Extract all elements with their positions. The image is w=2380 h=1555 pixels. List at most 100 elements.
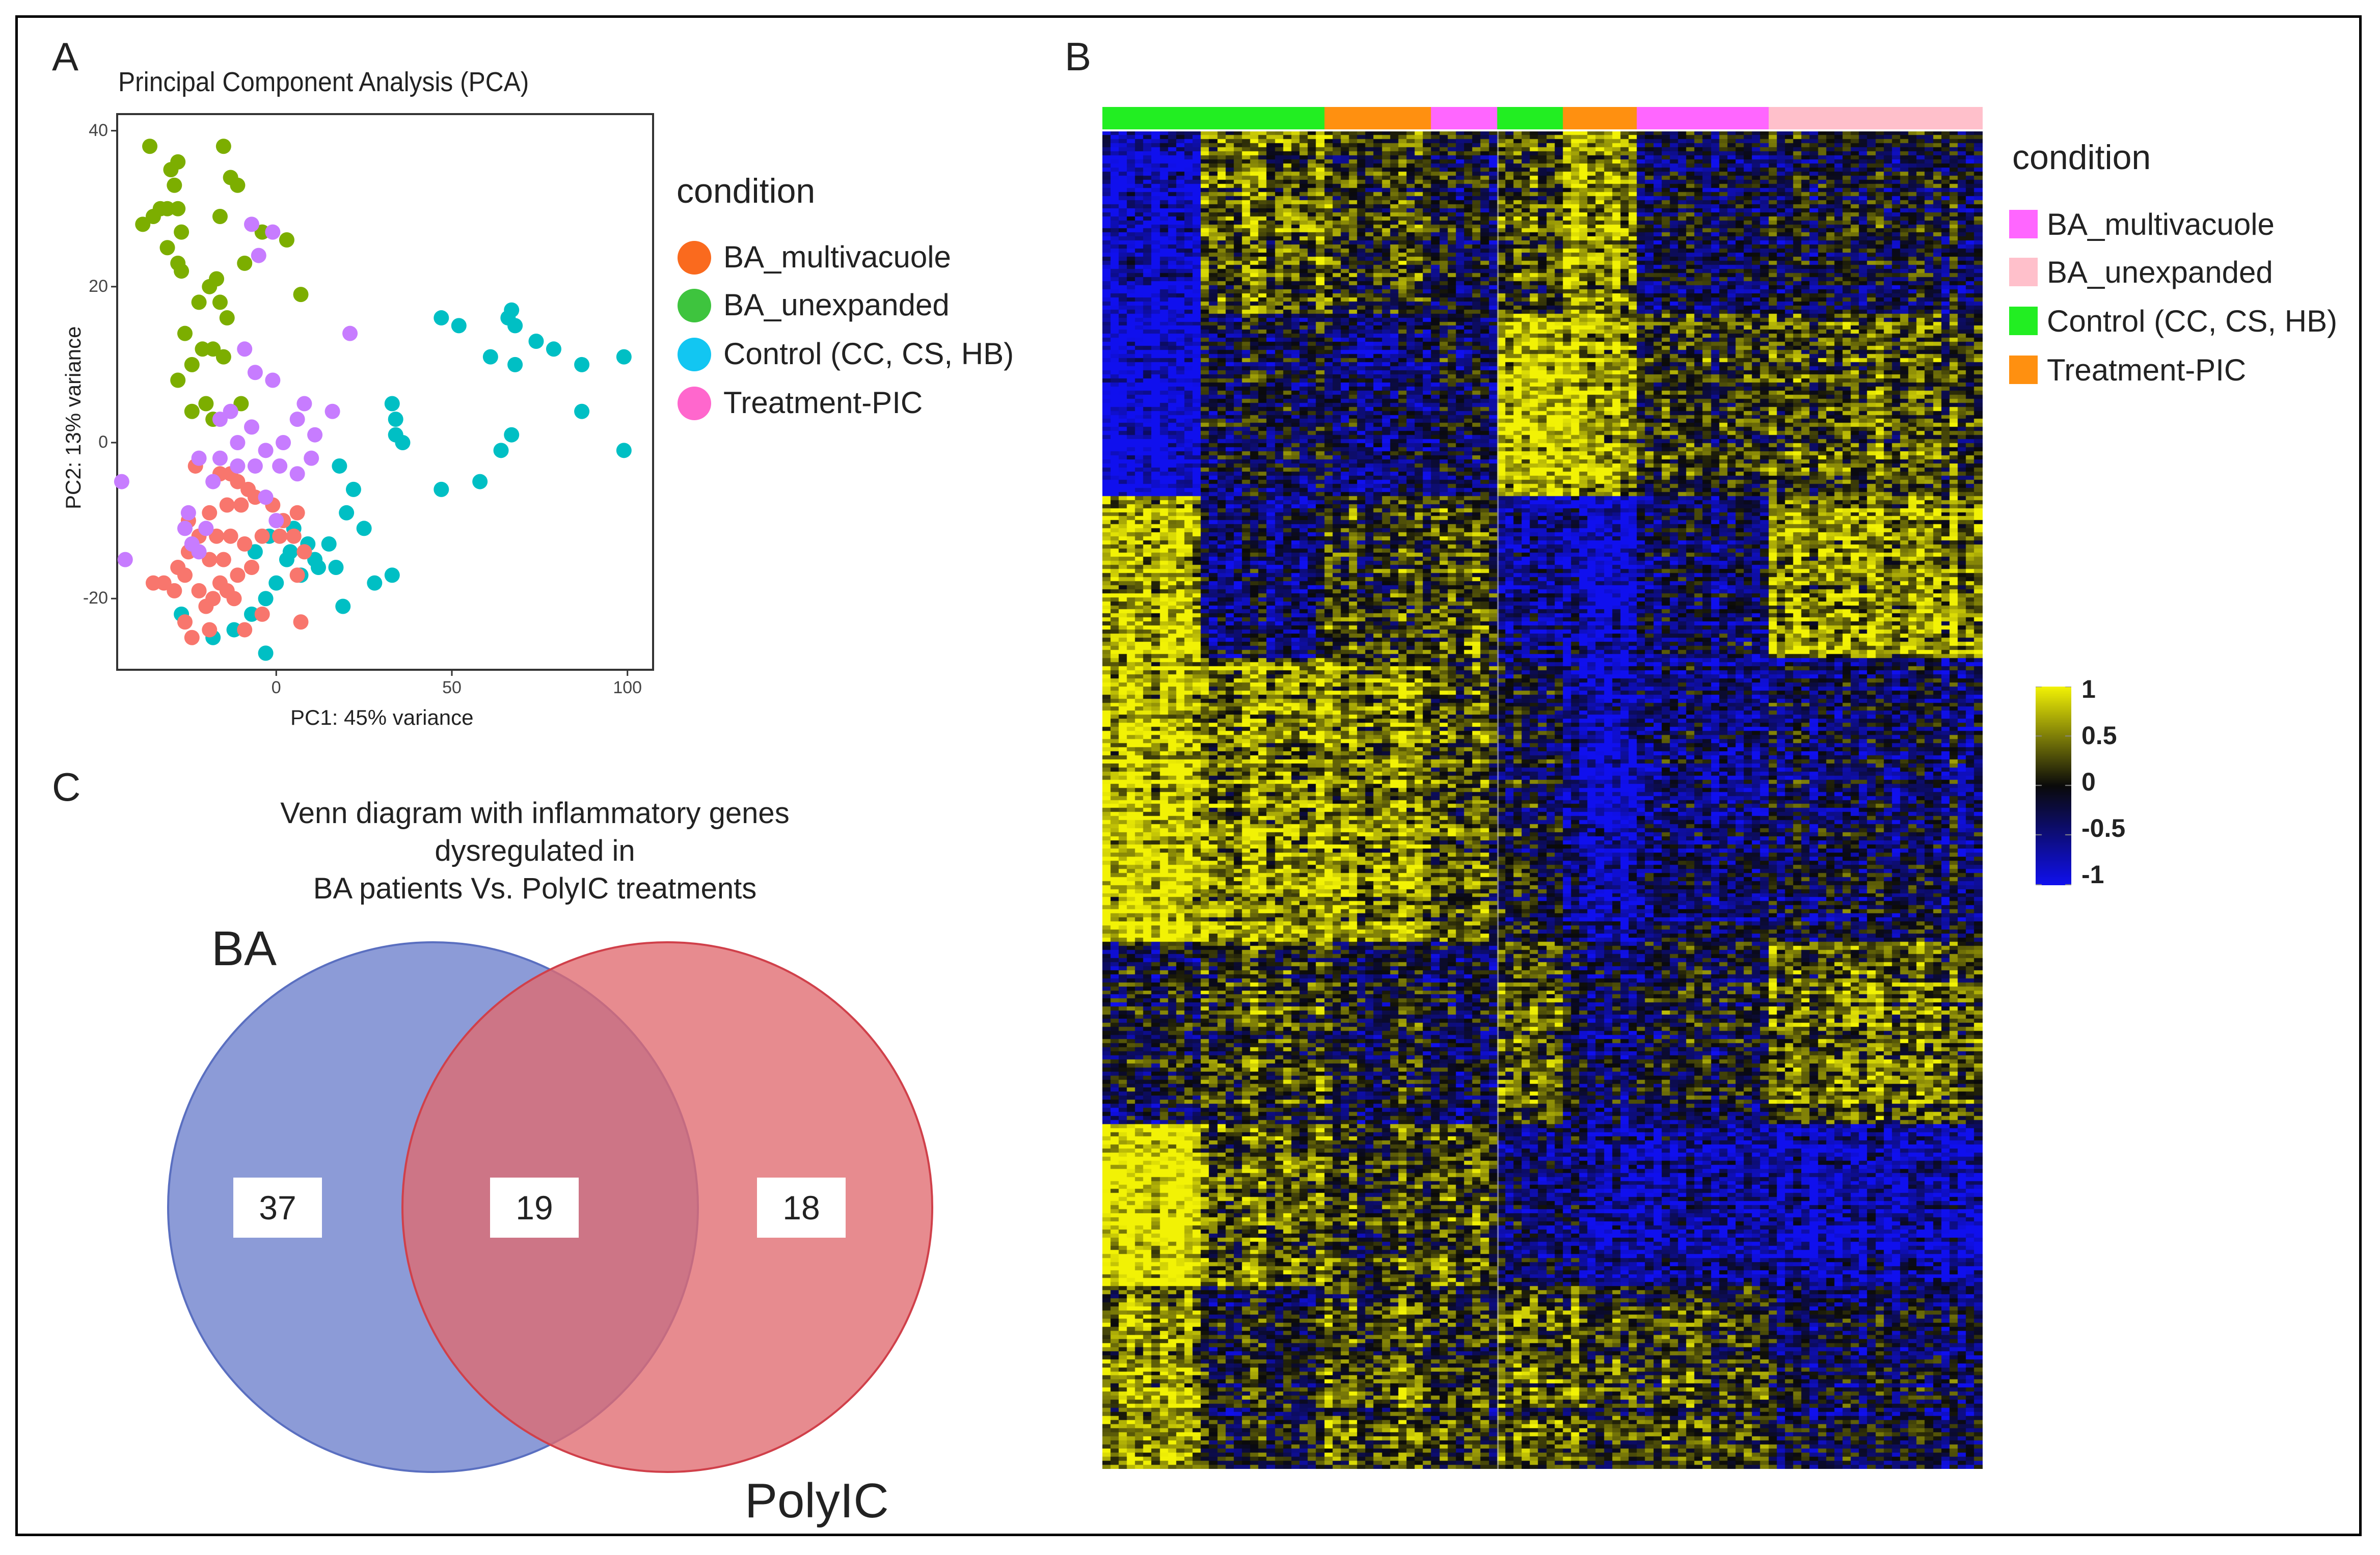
panel-label-b: B	[1065, 34, 1092, 79]
pca-legend-swatch-control	[678, 338, 711, 371]
pca-point-control-cc-cs-hb-40	[244, 606, 259, 622]
pca-point-control-cc-cs-hb-7	[482, 349, 498, 365]
colorbar-tick-neg-1: -1	[2081, 860, 2104, 889]
pca-point-control-cc-cs-hb-0	[434, 310, 449, 326]
pca-point-ba-unexpanded-13	[177, 325, 193, 341]
pca-point-control-cc-cs-hb-4	[507, 318, 523, 334]
pca-point-ba-unexpanded-6	[167, 177, 182, 193]
pca-point-ba-unexpanded-31	[254, 224, 270, 240]
pca-point-treatment-pic-26	[198, 521, 214, 536]
pca-point-ba-unexpanded-14	[170, 372, 186, 388]
venn-title-line-1: Venn diagram with inflammatory genes	[280, 797, 790, 830]
pca-point-ba-unexpanded-1	[135, 216, 151, 232]
pca-point-treatment-pic-33	[258, 489, 274, 505]
pca-point-ba-multivacuole-33	[296, 544, 312, 560]
pca-point-treatment-pic-3	[342, 325, 358, 341]
pca-point-ba-unexpanded-25	[184, 403, 200, 419]
heatmap-matrix	[1102, 131, 1983, 1469]
colorbar-tick-1: 1	[2081, 675, 2096, 703]
pca-point-ba-unexpanded-23	[215, 349, 231, 365]
pca-point-treatment-pic-14	[258, 443, 274, 458]
pca-x-axis-title: PC1: 45% variance	[290, 705, 474, 729]
pca-point-control-cc-cs-hb-24	[356, 521, 372, 536]
heatmap-column-annotation	[1102, 107, 1983, 129]
heatmap-legend-control: Control (CC, CS, HB)	[2047, 304, 2338, 338]
pca-point-ba-unexpanded-35	[233, 396, 249, 412]
pca-point-treatment-pic-24	[230, 458, 246, 474]
venn-title-line-3: BA patients Vs. PolyIC treatments	[313, 872, 757, 905]
panel-label-c: C	[52, 765, 81, 809]
pca-point-treatment-pic-0	[244, 216, 259, 232]
pca-point-treatment-pic-5	[265, 372, 281, 388]
pca-point-ba-multivacuole-37	[184, 630, 200, 645]
pca-point-control-cc-cs-hb-14	[388, 427, 403, 443]
venn-intersection-count: 19	[490, 1178, 579, 1238]
pca-point-treatment-pic-2	[265, 224, 281, 240]
pca-point-ba-unexpanded-17	[195, 341, 210, 357]
pca-point-control-cc-cs-hb-12	[388, 412, 403, 427]
pca-point-treatment-pic-12	[230, 435, 246, 451]
pca-point-control-cc-cs-hb-39	[258, 591, 274, 607]
pca-legend-swatch-treatment	[678, 387, 711, 420]
pca-point-ba-unexpanded-24	[198, 396, 214, 412]
heatmap-legend-swatch-multivacuole	[2009, 210, 2038, 238]
pca-point-ba-multivacuole-5	[219, 497, 235, 513]
heatmap-legend-unexpanded: BA_unexpanded	[2047, 255, 2273, 289]
pca-point-ba-multivacuole-10	[209, 528, 225, 544]
pca-x-tick-100: 100	[613, 678, 642, 697]
pca-point-treatment-pic-32	[268, 513, 284, 529]
pca-point-control-cc-cs-hb-25	[384, 567, 400, 583]
pca-y-tick-40: 40	[89, 120, 108, 140]
pca-point-control-cc-cs-hb-41	[226, 622, 242, 638]
pca-point-treatment-pic-7	[223, 403, 238, 419]
pca-point-ba-unexpanded-5	[170, 154, 186, 170]
pca-point-ba-unexpanded-22	[205, 341, 221, 357]
pca-point-control-cc-cs-hb-9	[574, 357, 590, 372]
pca-point-control-cc-cs-hb-27	[321, 536, 337, 552]
pca-point-ba-unexpanded-30	[212, 209, 228, 225]
pca-point-ba-multivacuole-12	[247, 489, 263, 505]
pca-point-ba-multivacuole-43	[212, 575, 228, 591]
pca-point-ba-unexpanded-3	[145, 209, 161, 225]
venn-only-a-count: 37	[233, 1178, 322, 1238]
pca-point-ba-multivacuole-24	[167, 583, 182, 598]
pca-point-control-cc-cs-hb-44	[258, 645, 274, 661]
pca-x-tick-0: 0	[271, 678, 281, 697]
pca-point-treatment-pic-31	[117, 552, 133, 567]
pca-point-ba-multivacuole-34	[289, 567, 305, 583]
pca-point-treatment-pic-11	[212, 450, 228, 466]
pca-point-ba-multivacuole-32	[286, 528, 302, 544]
colorbar-tick-0: 0	[2081, 768, 2096, 796]
pca-point-ba-unexpanded-15	[184, 357, 200, 372]
pca-point-ba-multivacuole-22	[177, 567, 193, 583]
pca-point-ba-unexpanded-16	[191, 294, 207, 310]
pca-point-control-cc-cs-hb-23	[339, 505, 355, 521]
pca-point-control-cc-cs-hb-17	[472, 474, 488, 489]
pca-point-control-cc-cs-hb-42	[335, 598, 351, 614]
pca-point-treatment-pic-19	[324, 403, 340, 419]
pca-point-control-cc-cs-hb-16	[493, 443, 509, 458]
pca-point-ba-multivacuole-38	[198, 598, 214, 614]
pca-point-treatment-pic-30	[114, 474, 129, 489]
pca-point-treatment-pic-25	[180, 505, 196, 521]
pca-y-tick-20: 20	[89, 276, 108, 296]
pca-title: Principal Component Analysis (PCA)	[118, 67, 529, 97]
pca-point-ba-multivacuole-7	[202, 505, 218, 521]
venn-only-b-count: 18	[757, 1178, 846, 1238]
pca-point-control-cc-cs-hb-36	[247, 544, 263, 560]
pca-point-control-cc-cs-hb-15	[504, 427, 520, 443]
pca-point-control-cc-cs-hb-6	[546, 341, 561, 357]
pca-point-control-cc-cs-hb-19	[574, 403, 590, 419]
pca-point-ba-multivacuole-14	[289, 505, 305, 521]
pca-point-ba-unexpanded-0	[142, 139, 158, 154]
pca-x-tick-50: 50	[442, 678, 462, 697]
pca-point-treatment-pic-21	[289, 466, 305, 482]
pca-point-ba-unexpanded-7	[159, 201, 175, 216]
pca-point-control-cc-cs-hb-1	[451, 318, 467, 334]
pca-legend-swatch-unexpanded	[678, 289, 711, 322]
pca-point-treatment-pic-4	[237, 341, 253, 357]
heatmap-legend-swatch-treatment	[2009, 356, 2038, 384]
pca-point-ba-unexpanded-20	[212, 294, 228, 310]
pca-point-ba-multivacuole-17	[237, 536, 253, 552]
